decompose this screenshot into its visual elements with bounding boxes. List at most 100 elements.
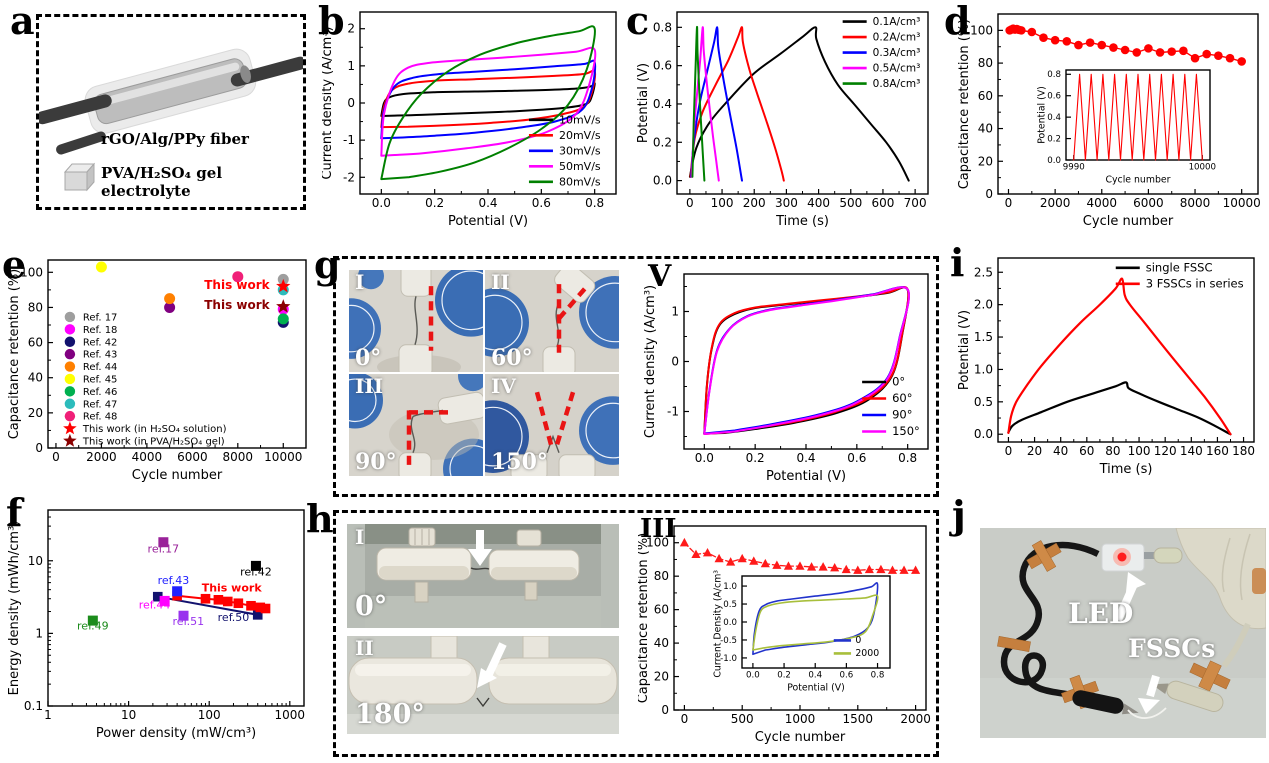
svg-text:0: 0 bbox=[1005, 196, 1013, 210]
panel-label-g: g bbox=[314, 242, 341, 287]
photo-angle-label: 60° bbox=[491, 345, 533, 371]
svg-text:2.0: 2.0 bbox=[974, 298, 993, 312]
photo-folded-180deg: II 180° bbox=[347, 636, 619, 734]
copper-tape bbox=[1026, 540, 1062, 572]
svg-text:0.3A/cm³: 0.3A/cm³ bbox=[873, 47, 921, 59]
svg-text:0.5: 0.5 bbox=[723, 600, 737, 610]
photo-bend-90deg: III 90° bbox=[349, 374, 483, 476]
fiber bbox=[410, 416, 416, 454]
svg-text:100: 100 bbox=[711, 196, 734, 210]
panel-label-a: a bbox=[10, 0, 35, 43]
svg-text:100: 100 bbox=[198, 708, 221, 722]
glove-crease bbox=[1239, 533, 1251, 601]
photo-angle-label: 90° bbox=[355, 449, 397, 475]
svg-text:120: 120 bbox=[1154, 444, 1177, 458]
copper-tape bbox=[1252, 568, 1266, 594]
svg-text:2000: 2000 bbox=[855, 648, 879, 659]
svg-text:6000: 6000 bbox=[1133, 196, 1164, 210]
photo-roman-label: III bbox=[355, 374, 384, 398]
svg-text:0: 0 bbox=[671, 355, 679, 369]
cylinder-end-cap bbox=[240, 65, 251, 83]
pale-cable bbox=[1221, 622, 1251, 668]
svg-text:-1: -1 bbox=[343, 133, 355, 147]
photo-roman-label: II bbox=[355, 636, 374, 660]
svg-text:200: 200 bbox=[743, 196, 766, 210]
svg-text:20: 20 bbox=[1027, 444, 1042, 458]
svg-text:1: 1 bbox=[35, 626, 43, 640]
svg-text:ref.42: ref.42 bbox=[240, 565, 272, 578]
clamp-post bbox=[430, 636, 458, 661]
chart-b-cv-scan-rates: 0.0 0.2 0.4 0.6 0.8 -2 -1 0 1 2 Potential (V) Curre… bbox=[320, 0, 630, 240]
svg-text:80mV/s: 80mV/s bbox=[559, 175, 601, 188]
red-dashed-angle-marker bbox=[554, 391, 576, 446]
svg-text:0.8A/cm³: 0.8A/cm³ bbox=[873, 78, 921, 90]
svg-text:0: 0 bbox=[347, 96, 355, 110]
svg-text:Ref. 47: Ref. 47 bbox=[83, 399, 118, 410]
svg-text:1000: 1000 bbox=[275, 708, 306, 722]
panel-label-b: b bbox=[318, 0, 345, 43]
photo-roman-label: IV bbox=[491, 374, 516, 398]
svg-text:10000: 10000 bbox=[1189, 162, 1216, 172]
svg-text:Cycle number: Cycle number bbox=[1106, 174, 1171, 185]
svg-text:0.2: 0.2 bbox=[1047, 134, 1061, 144]
copper-tape bbox=[997, 636, 1031, 652]
svg-text:400: 400 bbox=[807, 196, 830, 210]
photo-angle-label: 0° bbox=[355, 591, 388, 622]
device-schematic-drawing bbox=[35, 48, 307, 192]
svg-text:20: 20 bbox=[978, 154, 993, 168]
panel-label-d: d bbox=[944, 0, 971, 43]
svg-text:Ref. 18: Ref. 18 bbox=[83, 325, 118, 336]
svg-text:1: 1 bbox=[44, 708, 52, 722]
blue-logo-circle bbox=[443, 438, 483, 476]
svg-text:60°: 60° bbox=[892, 391, 912, 405]
svg-text:Cycle number: Cycle number bbox=[132, 468, 223, 483]
svg-text:This work: This work bbox=[204, 278, 270, 292]
svg-text:0.8: 0.8 bbox=[653, 20, 672, 34]
svg-text:9990: 9990 bbox=[1063, 162, 1085, 172]
svg-text:0.4: 0.4 bbox=[796, 451, 815, 465]
black-wire bbox=[1000, 541, 1100, 702]
svg-text:60: 60 bbox=[28, 336, 43, 350]
white-arrow-icon bbox=[468, 549, 492, 566]
svg-text:700: 700 bbox=[904, 196, 927, 210]
svg-text:-1: -1 bbox=[667, 405, 679, 419]
svg-text:Ref. 48: Ref. 48 bbox=[83, 412, 118, 423]
svg-text:0.8: 0.8 bbox=[585, 196, 604, 210]
svg-text:Current Density (A/cm³): Current Density (A/cm³) bbox=[712, 570, 723, 678]
svg-text:Current density (A/cm³): Current density (A/cm³) bbox=[644, 285, 658, 438]
svg-text:Time (s): Time (s) bbox=[1099, 462, 1153, 477]
svg-text:4000: 4000 bbox=[1086, 196, 1117, 210]
svg-text:ref.43: ref.43 bbox=[158, 574, 190, 587]
glove-crease bbox=[1221, 537, 1231, 593]
panel-g-dashed-box bbox=[333, 256, 939, 497]
svg-text:0.0: 0.0 bbox=[746, 670, 760, 680]
svg-text:0.8: 0.8 bbox=[871, 670, 885, 680]
svg-text:0: 0 bbox=[35, 441, 43, 455]
svg-text:0.1A/cm³: 0.1A/cm³ bbox=[873, 16, 921, 28]
svg-text:40: 40 bbox=[978, 122, 993, 136]
clamp-shade bbox=[491, 567, 577, 579]
svg-text:0.4: 0.4 bbox=[653, 97, 672, 111]
svg-text:0: 0 bbox=[1005, 444, 1013, 458]
white-arrow-icon bbox=[477, 668, 497, 688]
led-dot bbox=[1117, 552, 1127, 562]
svg-text:0: 0 bbox=[661, 703, 669, 717]
panel-label-j: j bbox=[952, 492, 966, 537]
clamp bbox=[398, 344, 433, 372]
fiber-legend-icon bbox=[56, 131, 106, 155]
svg-text:ref.44: ref.44 bbox=[139, 599, 171, 612]
svg-text:Capacitance retention (%): Capacitance retention (%) bbox=[638, 533, 651, 704]
blue-logo-circle bbox=[435, 270, 483, 337]
led-module bbox=[1101, 543, 1183, 572]
svg-text:0.0: 0.0 bbox=[653, 174, 672, 188]
svg-text:ref.50: ref.50 bbox=[218, 611, 250, 624]
svg-text:Time (s): Time (s) bbox=[775, 214, 829, 229]
clamp-screw bbox=[414, 581, 429, 603]
svg-text:0°: 0° bbox=[892, 375, 905, 389]
svg-text:Capacitance retention (%): Capacitance retention (%) bbox=[957, 19, 972, 190]
svg-text:140: 140 bbox=[1180, 444, 1203, 458]
svg-text:0: 0 bbox=[985, 187, 993, 201]
svg-text:1.0: 1.0 bbox=[723, 582, 737, 592]
svg-text:1500: 1500 bbox=[843, 712, 874, 726]
svg-text:This work (in PVA/H₂SO₄ gel): This work (in PVA/H₂SO₄ gel) bbox=[82, 436, 225, 447]
